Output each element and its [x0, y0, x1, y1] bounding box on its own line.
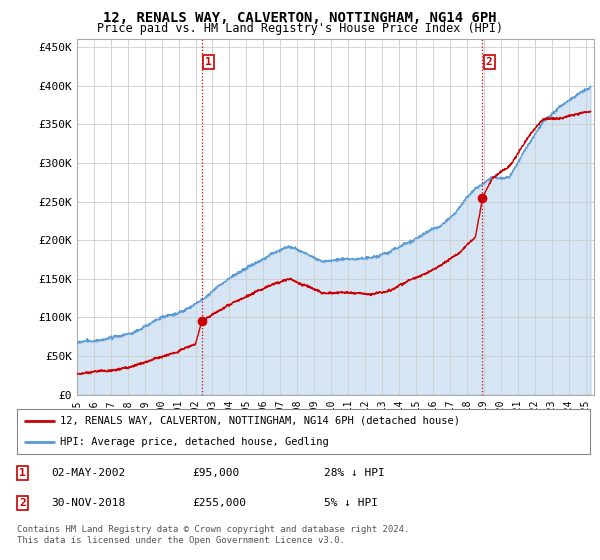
Text: £255,000: £255,000	[192, 498, 246, 508]
Text: 5% ↓ HPI: 5% ↓ HPI	[324, 498, 378, 508]
Text: 1: 1	[19, 468, 26, 478]
Text: 02-MAY-2002: 02-MAY-2002	[51, 468, 125, 478]
Text: £95,000: £95,000	[192, 468, 239, 478]
Text: Price paid vs. HM Land Registry's House Price Index (HPI): Price paid vs. HM Land Registry's House …	[97, 22, 503, 35]
Text: Contains HM Land Registry data © Crown copyright and database right 2024.
This d: Contains HM Land Registry data © Crown c…	[17, 525, 409, 545]
Text: 2: 2	[19, 498, 26, 508]
Text: 28% ↓ HPI: 28% ↓ HPI	[324, 468, 385, 478]
Text: 1: 1	[205, 57, 212, 67]
Text: 30-NOV-2018: 30-NOV-2018	[51, 498, 125, 508]
Text: HPI: Average price, detached house, Gedling: HPI: Average price, detached house, Gedl…	[60, 436, 329, 446]
Text: 12, RENALS WAY, CALVERTON, NOTTINGHAM, NG14 6PH: 12, RENALS WAY, CALVERTON, NOTTINGHAM, N…	[103, 11, 497, 25]
Text: 2: 2	[486, 57, 493, 67]
Text: 12, RENALS WAY, CALVERTON, NOTTINGHAM, NG14 6PH (detached house): 12, RENALS WAY, CALVERTON, NOTTINGHAM, N…	[60, 416, 460, 426]
